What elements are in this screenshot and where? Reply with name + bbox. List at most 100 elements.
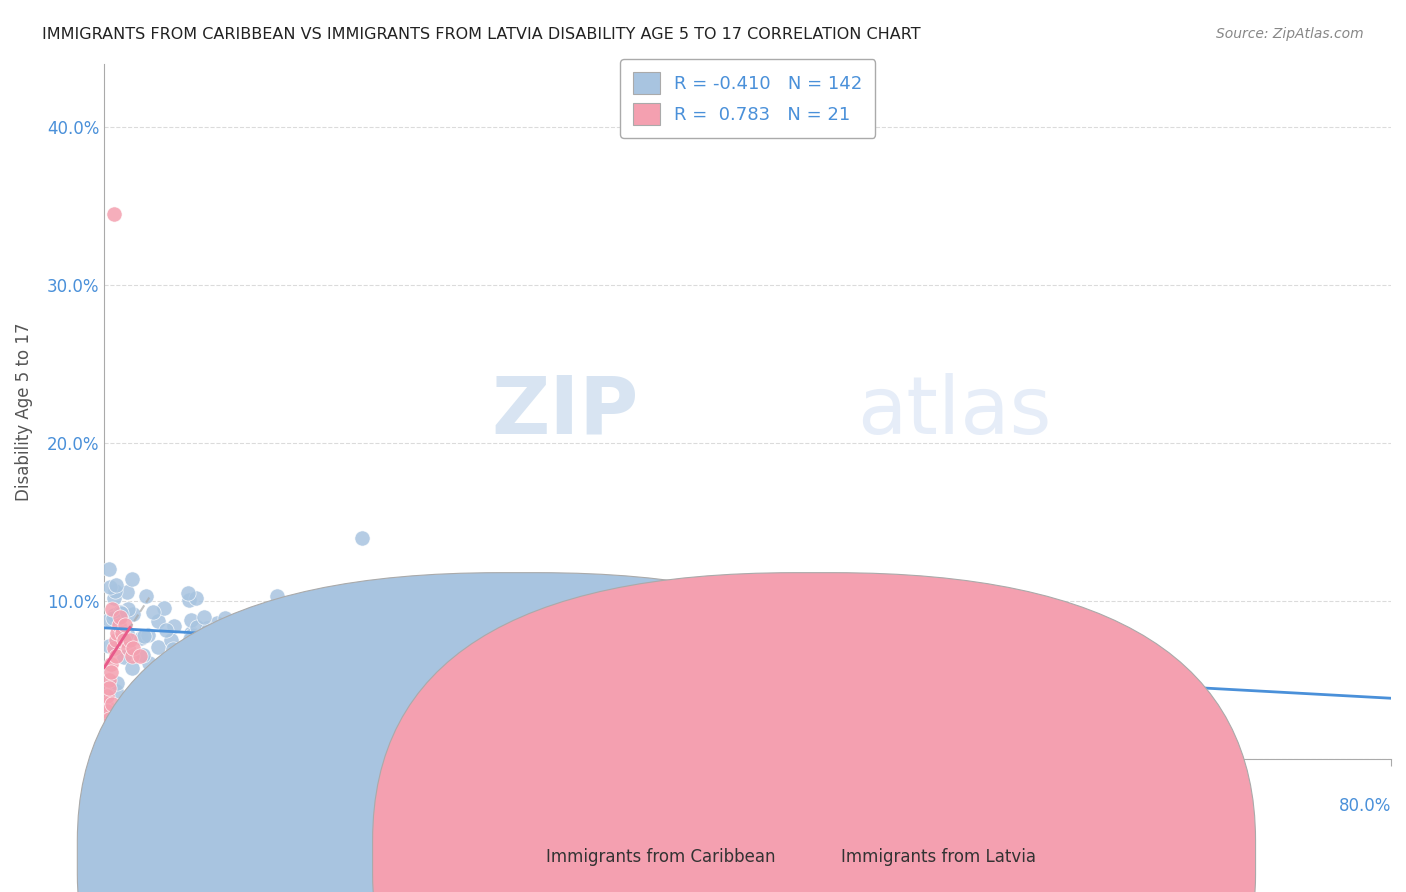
Point <box>104 649 127 664</box>
Point <box>122 607 145 621</box>
Point <box>295 615 318 629</box>
Point <box>122 641 145 656</box>
Point <box>162 642 184 657</box>
Point <box>266 655 288 669</box>
Point <box>271 615 294 630</box>
Point <box>315 632 337 647</box>
Point <box>111 625 134 640</box>
Point <box>281 664 304 678</box>
Point <box>129 632 152 646</box>
Point <box>402 641 425 656</box>
Point <box>117 641 139 656</box>
Point <box>430 690 453 705</box>
Point <box>146 640 169 654</box>
Point <box>104 683 127 698</box>
Point <box>132 629 155 643</box>
Point <box>364 605 387 619</box>
Point <box>284 641 307 656</box>
Point <box>180 625 202 640</box>
Point <box>177 585 200 599</box>
Point <box>117 602 139 616</box>
Point <box>343 634 366 648</box>
Point <box>281 615 304 630</box>
Point <box>224 682 246 697</box>
Point <box>209 666 232 681</box>
Point <box>270 622 292 636</box>
Point <box>177 592 200 607</box>
Point <box>107 617 129 632</box>
Point <box>118 633 141 648</box>
Point <box>508 619 530 633</box>
Point <box>613 640 636 654</box>
Point <box>98 681 121 695</box>
Point <box>498 656 520 670</box>
Point <box>515 585 537 599</box>
Point <box>449 615 471 629</box>
Text: Immigrants from Caribbean: Immigrants from Caribbean <box>546 848 775 866</box>
Point <box>110 609 132 624</box>
Point <box>231 615 253 630</box>
Point <box>94 697 117 711</box>
Point <box>135 589 157 603</box>
Point <box>460 673 482 688</box>
Point <box>160 633 183 648</box>
Point <box>395 594 418 608</box>
Point <box>246 632 269 647</box>
Point <box>335 588 357 602</box>
Point <box>103 608 125 623</box>
Point <box>104 584 127 599</box>
Point <box>562 666 585 681</box>
Point <box>98 673 121 687</box>
Point <box>121 649 143 664</box>
Point <box>96 705 118 719</box>
Text: Immigrants from Latvia: Immigrants from Latvia <box>841 848 1036 866</box>
Point <box>180 635 202 649</box>
Point <box>132 648 155 662</box>
Point <box>110 607 132 621</box>
Point <box>696 651 718 665</box>
Point <box>121 660 143 674</box>
Point <box>193 609 215 624</box>
Point <box>1012 682 1035 697</box>
Point <box>617 685 640 699</box>
Point <box>103 641 125 656</box>
Point <box>163 619 186 633</box>
Point <box>105 676 128 690</box>
Point <box>330 669 353 683</box>
Point <box>432 625 454 640</box>
Point <box>136 628 159 642</box>
Point <box>322 673 344 687</box>
Point <box>557 662 579 676</box>
Point <box>153 601 176 615</box>
Point <box>240 607 263 622</box>
Point <box>350 531 373 545</box>
Point <box>98 561 121 575</box>
Point <box>318 606 340 620</box>
Point <box>202 633 225 648</box>
Text: IMMIGRANTS FROM CARIBBEAN VS IMMIGRANTS FROM LATVIA DISABILITY AGE 5 TO 17 CORRE: IMMIGRANTS FROM CARIBBEAN VS IMMIGRANTS … <box>42 27 921 42</box>
Point <box>101 602 124 616</box>
Point <box>257 606 280 620</box>
Point <box>100 665 122 679</box>
Point <box>709 609 731 624</box>
Point <box>600 687 623 701</box>
Point <box>188 645 211 659</box>
Point <box>290 651 312 665</box>
Text: atlas: atlas <box>858 373 1052 450</box>
Point <box>832 671 855 685</box>
Point <box>100 580 122 594</box>
Point <box>249 673 271 687</box>
Point <box>155 624 177 638</box>
Point <box>718 656 741 670</box>
Point <box>266 589 288 603</box>
Point <box>440 639 463 653</box>
Point <box>146 614 169 628</box>
Point <box>471 628 494 642</box>
Point <box>115 625 138 640</box>
Point <box>301 649 323 664</box>
Point <box>437 634 460 648</box>
Point <box>422 608 444 623</box>
Point <box>337 652 360 666</box>
Point <box>184 591 207 606</box>
Point <box>105 578 128 592</box>
